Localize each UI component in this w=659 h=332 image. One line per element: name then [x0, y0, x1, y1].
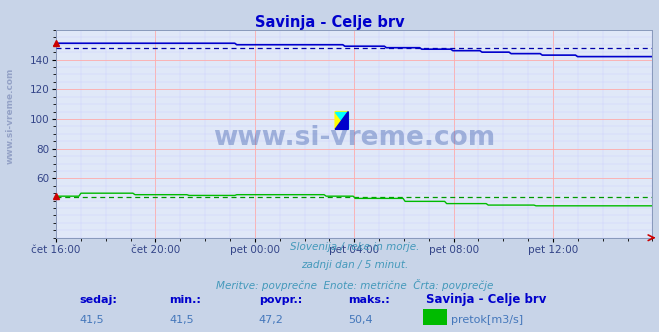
Polygon shape [335, 112, 348, 129]
Text: sedaj:: sedaj: [80, 295, 118, 305]
Text: 50,4: 50,4 [348, 315, 373, 325]
Text: Savinja - Celje brv: Savinja - Celje brv [426, 293, 546, 306]
FancyBboxPatch shape [423, 309, 447, 325]
Text: Savinja - Celje brv: Savinja - Celje brv [254, 15, 405, 30]
Text: povpr.:: povpr.: [259, 295, 302, 305]
Text: www.si-vreme.com: www.si-vreme.com [213, 125, 496, 151]
Text: pretok[m3/s]: pretok[m3/s] [451, 315, 523, 325]
Polygon shape [335, 112, 348, 129]
Text: 47,2: 47,2 [259, 315, 283, 325]
Text: min.:: min.: [169, 295, 201, 305]
Text: Slovenija / reke in morje.: Slovenija / reke in morje. [289, 242, 419, 252]
Text: www.si-vreme.com: www.si-vreme.com [5, 68, 14, 164]
Text: maks.:: maks.: [348, 295, 390, 305]
Text: Meritve: povprečne  Enote: metrične  Črta: povprečje: Meritve: povprečne Enote: metrične Črta:… [215, 279, 493, 290]
Text: zadnji dan / 5 minut.: zadnji dan / 5 minut. [301, 261, 408, 271]
Text: 41,5: 41,5 [169, 315, 194, 325]
Text: 41,5: 41,5 [80, 315, 105, 325]
Polygon shape [335, 112, 348, 129]
